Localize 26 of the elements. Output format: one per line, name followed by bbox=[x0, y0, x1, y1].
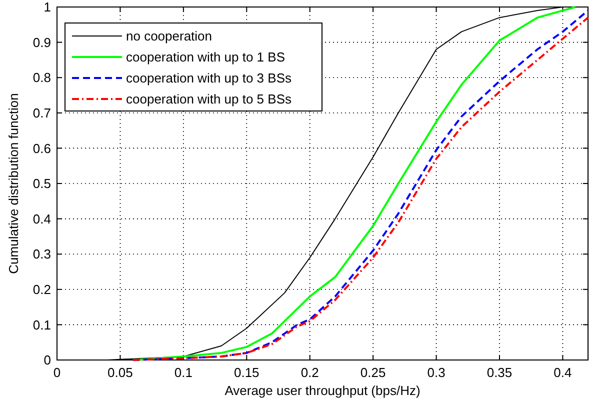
y-tick-label: 1 bbox=[44, 0, 51, 15]
legend-label: cooperation with up to 1 BS bbox=[126, 50, 286, 65]
legend-label: cooperation with up to 5 BSs bbox=[126, 92, 292, 107]
x-tick-label: 0.15 bbox=[234, 365, 260, 380]
y-tick-label: 0.8 bbox=[32, 70, 51, 86]
y-tick-label: 0.9 bbox=[32, 34, 51, 50]
y-tick-label: 0 bbox=[44, 352, 51, 368]
y-tick-label: 0.4 bbox=[32, 211, 51, 226]
x-axis-title: Average user throughput (bps/Hz) bbox=[224, 383, 420, 398]
x-tick-label: 0.2 bbox=[300, 365, 319, 380]
y-tick-label: 0.6 bbox=[32, 140, 51, 156]
y-tick-label: 0.2 bbox=[32, 282, 51, 297]
y-tick-label: 0.5 bbox=[32, 176, 51, 192]
y-axis-title: Cumulative distribution function bbox=[6, 93, 21, 274]
x-tick-label: 0 bbox=[53, 365, 61, 380]
x-tick-label: 0.05 bbox=[108, 365, 133, 380]
y-tick-label: 0.1 bbox=[32, 317, 51, 332]
legend-label: cooperation with up to 3 BSs bbox=[126, 70, 292, 86]
y-tick-label: 0.3 bbox=[32, 246, 51, 262]
x-tick-label: 0.1 bbox=[174, 365, 192, 380]
y-tick-label: 0.7 bbox=[32, 105, 51, 120]
x-tick-label: 0.4 bbox=[554, 365, 572, 380]
x-tick-label: 0.25 bbox=[360, 365, 386, 380]
x-tick-label: 0.3 bbox=[427, 365, 446, 380]
x-tick-label: 0.35 bbox=[486, 365, 512, 380]
legend-label: no cooperation bbox=[126, 28, 212, 44]
